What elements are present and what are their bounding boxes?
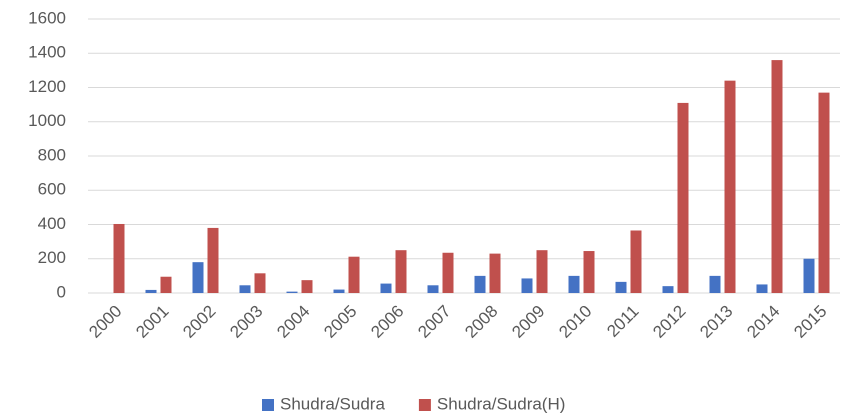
y-tick-label: 200 [38,248,66,267]
bar [301,280,313,293]
bar [145,289,157,293]
bar [630,230,642,293]
y-tick-label: 800 [38,145,66,164]
bar [113,223,125,293]
x-tick-label: 2009 [508,302,548,342]
x-tick-label: 2000 [85,302,125,342]
x-tick-label: 2001 [132,302,172,342]
bar [756,284,768,293]
y-tick-label: 400 [38,214,66,233]
bar [662,286,674,293]
x-tick-label: 2010 [555,302,595,342]
bar [677,102,689,293]
legend-label: Shudra/Sudra(H) [437,394,566,413]
legend-swatch [418,399,431,411]
bar [333,289,345,293]
bar [239,285,251,293]
bar [254,273,266,293]
x-tick-label: 2014 [743,302,783,342]
bar [380,283,392,293]
y-tick-label: 600 [38,180,66,199]
bar [615,281,627,293]
x-tick-label: 2005 [320,302,360,342]
y-tick-label: 0 [57,282,66,301]
bar [818,92,830,293]
bar [427,285,439,293]
y-tick-label: 1400 [28,43,66,62]
bar [348,256,360,293]
bar [536,250,548,293]
x-tick-label: 2004 [273,302,313,342]
bar [192,262,204,293]
bar [207,227,219,293]
bar [724,80,736,294]
x-tick-label: 2008 [461,302,501,342]
bar [489,253,501,293]
bar [442,252,454,293]
x-tick-label: 2013 [696,302,736,342]
bar [709,275,721,293]
x-tick-label: 2006 [367,302,407,342]
bar [521,278,533,293]
bar [395,250,407,293]
bar [803,258,815,293]
y-tick-label: 1600 [28,8,66,27]
x-tick-label: 2015 [790,302,830,342]
legend-swatch [262,399,274,411]
x-tick-label: 2002 [179,302,219,342]
y-tick-label: 1000 [28,111,66,130]
x-tick-label: 2003 [226,302,266,342]
x-tick-label: 2007 [414,302,454,342]
bar [286,291,298,293]
x-tick-label: 2012 [649,302,689,342]
y-tick-label: 1200 [28,77,66,96]
bar [474,275,486,293]
bar [568,275,580,293]
x-tick-label: 2011 [603,302,642,341]
bar [160,276,172,293]
bar [583,251,595,293]
bar [771,60,783,293]
legend-label: Shudra/Sudra [280,394,385,413]
